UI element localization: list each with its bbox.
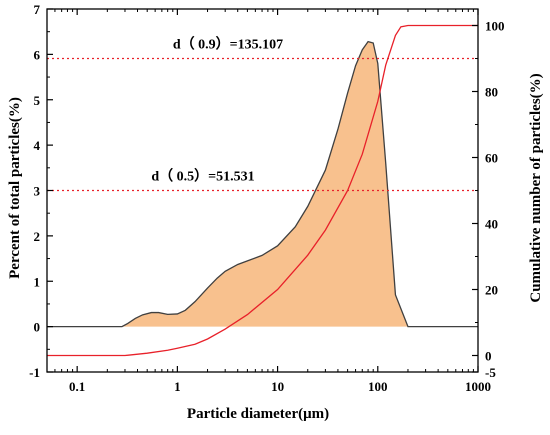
annotation-layer: d（ 0.5）=51.531 d（ 0.9）=135.107 bbox=[151, 37, 283, 185]
left-y-tick-label: 6 bbox=[34, 47, 41, 62]
x-tick-label: 100 bbox=[368, 379, 388, 394]
distribution-area-fill bbox=[47, 41, 478, 327]
right-y-axis-title: Cumulative number of particles(%) bbox=[528, 73, 544, 302]
left-y-tick-label: 0 bbox=[34, 320, 41, 335]
reference-lines-layer bbox=[47, 57, 478, 192]
x-axis: 0.1 1 10 100 1000 bbox=[46, 9, 491, 394]
left-y-tick-label: 1 bbox=[34, 274, 41, 289]
right-y-tick-label: 100 bbox=[485, 19, 505, 34]
right-y-tick-label: 80 bbox=[485, 85, 498, 100]
left-y-tick-label: 2 bbox=[34, 229, 41, 244]
right-y-tick-label: 60 bbox=[485, 151, 498, 166]
left-y-tick-label: 3 bbox=[34, 184, 41, 199]
reference-label-d50: d（ 0.5）=51.531 bbox=[151, 169, 254, 185]
left-y-axis-title: Percent of total particles(%) bbox=[7, 97, 23, 279]
right-y-axis: -50 20 40 60 80 100 bbox=[472, 19, 505, 380]
left-y-axis: -1 0 1 2 3 4 5 6 7 bbox=[29, 2, 53, 380]
cumulative-line-layer bbox=[47, 24, 478, 357]
x-axis-title: Particle diameter(μm) bbox=[187, 406, 329, 422]
right-y-tick-label: 0 bbox=[485, 349, 492, 364]
reference-label-d90: d（ 0.9）=135.107 bbox=[173, 37, 283, 53]
right-y-tick-label: 40 bbox=[485, 217, 498, 232]
left-y-tick-label: 5 bbox=[34, 93, 41, 108]
right-y-tick-label: -5 bbox=[485, 365, 496, 380]
x-tick-label: 1 bbox=[174, 379, 181, 394]
left-y-tick-label: 4 bbox=[34, 138, 41, 153]
x-tick-label: 1000 bbox=[465, 379, 491, 394]
right-y-tick-label: 20 bbox=[485, 283, 498, 298]
distribution-area-outline bbox=[47, 40, 478, 328]
distribution-area-layer bbox=[47, 40, 478, 328]
left-y-tick-label: 7 bbox=[34, 2, 41, 17]
left-y-tick-label: -1 bbox=[29, 365, 40, 380]
x-tick-label: 10 bbox=[271, 379, 284, 394]
cumulative-line bbox=[47, 24, 478, 357]
x-tick-label: 0.1 bbox=[69, 379, 85, 394]
